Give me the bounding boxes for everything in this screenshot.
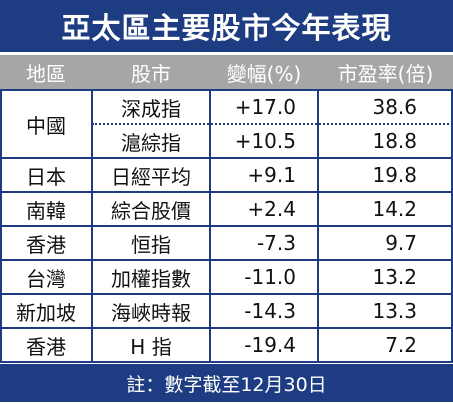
title: 亞太區主要股市今年表現 xyxy=(0,0,453,52)
index-name: 加權指數 xyxy=(111,266,191,291)
border xyxy=(209,90,211,362)
change: +17.0 xyxy=(234,95,296,119)
change: -11.0 xyxy=(244,265,296,289)
footer-note: 註：數字截至12月30日 xyxy=(0,364,453,402)
border xyxy=(0,157,453,159)
region: 香港 xyxy=(26,232,66,257)
index-name: 日經平均 xyxy=(111,164,191,189)
change: -7.3 xyxy=(256,231,296,255)
change: +10.5 xyxy=(234,129,296,153)
border xyxy=(0,259,453,261)
border xyxy=(0,191,453,193)
column-header: 市盈率(倍) xyxy=(318,55,453,90)
pe-ratio: 9.7 xyxy=(385,231,417,255)
index-name: 綜合股價 xyxy=(111,198,191,223)
change: +2.4 xyxy=(247,197,296,221)
column-header: 變幅(%) xyxy=(210,55,318,90)
region: 香港 xyxy=(26,334,66,359)
region: 中國 xyxy=(26,113,66,138)
region: 台灣 xyxy=(26,266,66,291)
index-name: 滬綜指 xyxy=(121,130,181,155)
index-name: 海峽時報 xyxy=(111,300,191,325)
border xyxy=(0,293,453,295)
region: 南韓 xyxy=(26,198,66,223)
column-header: 地區 xyxy=(0,55,92,90)
index-name: 深成指 xyxy=(121,96,181,121)
index-name: H 指 xyxy=(130,334,172,359)
border xyxy=(91,90,93,362)
pe-ratio: 13.2 xyxy=(372,265,417,289)
column-header: 股市 xyxy=(92,55,210,90)
border xyxy=(0,89,453,91)
change: -19.4 xyxy=(244,333,296,357)
pe-ratio: 13.3 xyxy=(372,299,417,323)
border xyxy=(0,327,453,329)
region: 日本 xyxy=(26,164,66,189)
region: 新加坡 xyxy=(16,300,76,325)
change: -14.3 xyxy=(244,299,296,323)
pe-ratio: 7.2 xyxy=(385,333,417,357)
index-name: 恒指 xyxy=(131,232,171,257)
border xyxy=(317,90,319,362)
change: +9.1 xyxy=(247,163,296,187)
pe-ratio: 18.8 xyxy=(372,129,417,153)
border xyxy=(0,90,2,362)
border xyxy=(0,361,453,363)
pe-ratio: 38.6 xyxy=(372,95,417,119)
pe-ratio: 19.8 xyxy=(372,163,417,187)
border xyxy=(451,90,453,362)
row-separator xyxy=(92,123,453,125)
pe-ratio: 14.2 xyxy=(372,197,417,221)
border xyxy=(0,225,453,227)
